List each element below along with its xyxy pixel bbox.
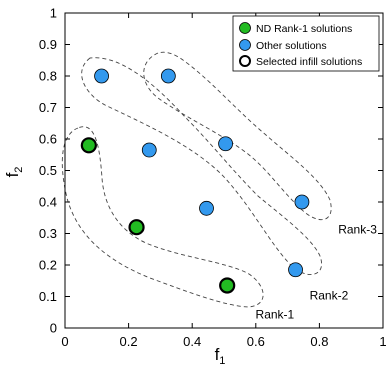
y-axis: 0 0.1 0.2 0.3 0.4 0.5 0.6 0.7 0.8 0.9 1	[39, 6, 383, 336]
x-tick-label: 0	[61, 334, 68, 349]
rank-label: Rank-1	[256, 308, 295, 322]
rank-2-boundary	[81, 57, 322, 276]
rank1-point-selected	[80, 137, 97, 154]
rank-label: Rank-3	[338, 223, 377, 237]
other-point	[288, 262, 303, 278]
y-tick-label: 0.7	[39, 100, 57, 115]
legend-label-rank1: ND Rank-1 solutions	[256, 23, 352, 35]
x-tick-label: 1	[379, 334, 386, 349]
y-tick-label: 0.2	[39, 258, 57, 273]
y-tick-label: 0	[50, 321, 57, 336]
x-tick-label: 0.2	[120, 334, 138, 349]
y-tick-label: 0.4	[39, 195, 57, 210]
legend-marker-rank1	[239, 22, 251, 34]
legend-marker-other	[239, 39, 251, 51]
y-tick-label: 0.6	[39, 132, 57, 147]
y-axis-title: f2	[3, 167, 25, 178]
y-tick-label: 0.8	[39, 69, 57, 84]
rank1-point-selected	[128, 219, 145, 236]
x-tick-label: 0.6	[247, 334, 265, 349]
rank-annotations: Rank-1 Rank-2 Rank-3	[256, 223, 378, 322]
legend-box	[232, 15, 380, 72]
legend-label-other: Other solutions	[256, 40, 327, 52]
y-tick-label: 0.1	[39, 289, 57, 304]
data-points	[80, 68, 310, 294]
x-tick-label: 0.4	[183, 334, 201, 349]
other-point	[199, 200, 214, 216]
other-point	[218, 136, 233, 152]
x-axis-title: f1	[215, 345, 226, 367]
other-point	[294, 194, 310, 210]
rank-3-boundary	[143, 51, 332, 221]
other-point	[94, 68, 109, 84]
legend-marker-selected	[239, 55, 251, 67]
y-tick-label: 0.5	[39, 163, 57, 178]
legend-label-selected: Selected infill solutions	[256, 56, 362, 68]
x-tick-label: 0.8	[310, 334, 328, 349]
other-point	[141, 142, 157, 158]
other-point	[160, 68, 176, 84]
y-tick-label: 0.3	[39, 226, 57, 241]
y-tick-label: 1	[50, 6, 57, 21]
rank1-point-selected	[219, 277, 236, 294]
legend: ND Rank-1 solutions Other solutions Sele…	[232, 15, 380, 72]
rank-boundaries	[61, 51, 332, 308]
x-axis: 0 0.2 0.4 0.6 0.8 1	[61, 13, 387, 349]
y-tick-label: 0.9	[39, 37, 57, 52]
rank-label: Rank-2	[310, 289, 349, 303]
rank-1-boundary	[61, 126, 264, 308]
